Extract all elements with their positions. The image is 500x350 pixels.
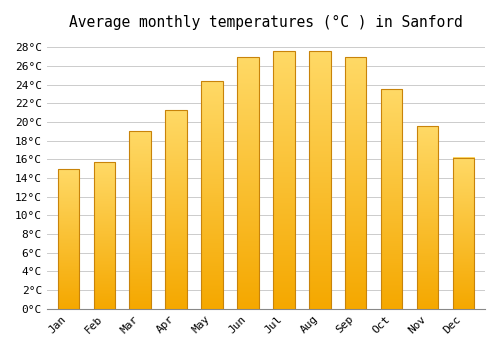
Bar [166,110,187,309]
Bar [130,132,151,309]
Bar [381,90,402,309]
Title: Average monthly temperatures (°C ) in Sanford: Average monthly temperatures (°C ) in Sa… [69,15,463,30]
Bar [237,57,258,309]
Bar [58,169,79,309]
Bar [345,57,366,309]
Bar [94,162,115,309]
Bar [273,51,294,309]
Bar [309,51,330,309]
Bar [452,158,474,309]
Bar [202,81,223,309]
Bar [417,126,438,309]
